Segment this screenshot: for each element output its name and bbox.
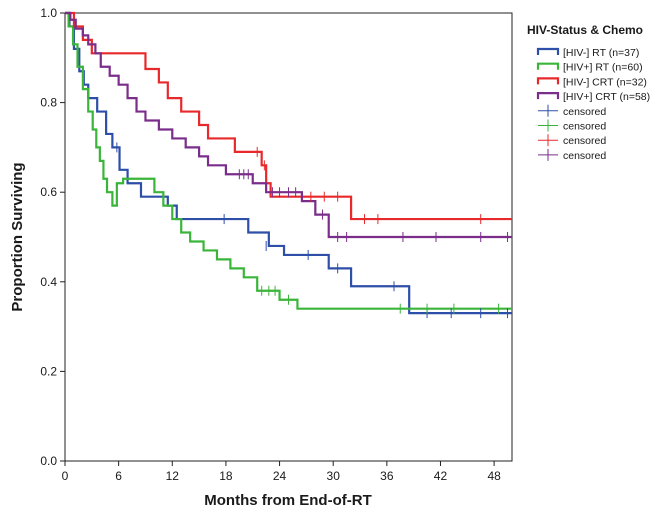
y-tick-label: 1.0: [40, 6, 57, 20]
legend-entry-label: censored: [563, 106, 606, 118]
x-axis-title: Months from End-of-RT: [204, 492, 371, 509]
legend-title: HIV-Status & Chemo: [527, 23, 643, 37]
legend-entry-label: censored: [563, 150, 606, 162]
legend-entry-label: censored: [563, 121, 606, 133]
x-tick-label: 36: [380, 469, 394, 483]
legend-entry-label: [HIV-] CRT (n=32): [563, 76, 647, 88]
x-tick-label: 30: [327, 469, 341, 483]
x-tick-label: 12: [166, 469, 180, 483]
legend-entry-label: [HIV-] RT (n=37): [563, 47, 639, 59]
series-line-1: [65, 11, 512, 315]
y-tick-label: 0.6: [40, 185, 57, 199]
x-tick-label: 6: [115, 469, 122, 483]
legend-entry-label: [HIV+] CRT (n=58): [563, 91, 650, 103]
legend-swatch-line: [536, 77, 560, 85]
x-tick-label: 18: [219, 469, 233, 483]
legend: HIV-Status & Chemo [HIV-] RT (n=37) [HIV+…: [527, 23, 650, 162]
x-tick-label: 42: [434, 469, 448, 483]
y-tick-label: 0.4: [40, 275, 57, 289]
y-axis-ticks: 0.0 0.2 0.4 0.6 0.8 1.0: [40, 6, 65, 468]
censor-marks: [116, 142, 509, 319]
x-tick-label: 0: [62, 469, 69, 483]
y-axis-title: Proportion Surviving: [9, 162, 26, 311]
legend-swatch-line: [536, 47, 560, 55]
x-tick-label: 48: [487, 469, 501, 483]
legend-entry-label: censored: [563, 135, 606, 147]
x-tick-label: 24: [273, 469, 287, 483]
legend-swatch-line: [536, 92, 560, 100]
y-tick-label: 0.8: [40, 96, 57, 110]
legend-swatch-line: [536, 62, 560, 70]
series-line-4: [65, 11, 512, 239]
legend-entry-label: [HIV+] RT (n=60): [563, 62, 643, 74]
y-tick-label: 0.0: [40, 454, 57, 468]
series-lines: [65, 11, 512, 315]
series-line-2: [65, 11, 512, 310]
y-tick-label: 0.2: [40, 364, 57, 378]
x-axis-ticks: 0 6 12 18 24 30 36 42 48: [62, 461, 501, 483]
